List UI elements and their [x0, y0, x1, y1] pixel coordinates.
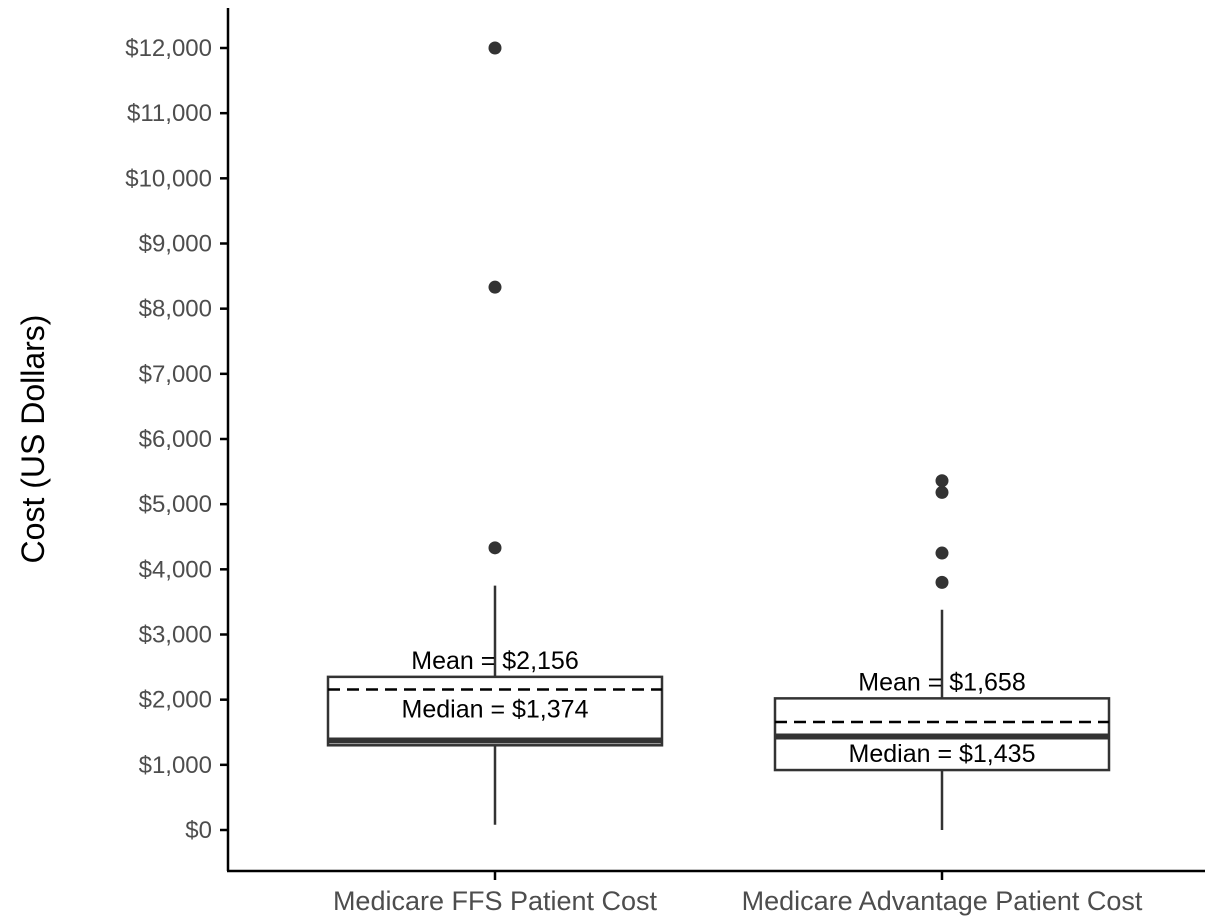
mean-annotation: Mean = $2,156	[411, 647, 579, 675]
outlier-point	[935, 575, 949, 589]
y-tick-label: $0	[185, 817, 212, 844]
y-tick-label: $6,000	[139, 426, 212, 453]
box-group: Mean = $2,156 Median = $1,374	[326, 41, 664, 825]
y-tick-label: $12,000	[125, 35, 212, 62]
y-axis-title: Cost (US Dollars)	[15, 315, 51, 564]
outlier-point	[935, 485, 949, 499]
outlier-point	[935, 546, 949, 560]
y-tick-label: $9,000	[139, 231, 212, 258]
x-categories-layer: Medicare FFS Patient Cost Medicare Advant…	[333, 871, 1143, 916]
y-tick-label: $4,000	[139, 556, 212, 583]
outlier-point	[488, 280, 502, 294]
box-group: Mean = $1,658 Median = $1,435	[773, 474, 1111, 830]
outlier-point	[488, 41, 502, 55]
outlier-point	[935, 474, 949, 488]
y-tick-label: $3,000	[139, 622, 212, 649]
axes-layer: Cost (US Dollars)	[15, 8, 1205, 873]
box-body	[326, 675, 664, 747]
y-tick-label: $7,000	[139, 361, 212, 388]
outlier-point	[488, 541, 502, 555]
y-tick-label: $8,000	[139, 296, 212, 323]
x-category-label: Medicare FFS Patient Cost	[333, 886, 658, 916]
y-ticks-layer: $0 $1,000 $2,000 $3,000 $4,000 $5,000 $6,000 $7…	[125, 35, 228, 844]
y-tick-label: $11,000	[127, 100, 212, 127]
y-tick-label: $10,000	[125, 165, 212, 192]
mean-annotation: Mean = $1,658	[858, 668, 1026, 696]
median-annotation: Median = $1,374	[402, 696, 589, 724]
y-tick-label: $2,000	[139, 687, 212, 714]
x-category-label: Medicare Advantage Patient Cost	[742, 886, 1143, 916]
median-annotation: Median = $1,435	[849, 740, 1036, 768]
y-tick-label: $5,000	[139, 491, 212, 518]
y-tick-label: $1,000	[139, 752, 212, 779]
boxes-layer: Mean = $2,156 Median = $1,374 Mean = $1,65…	[326, 41, 1111, 830]
